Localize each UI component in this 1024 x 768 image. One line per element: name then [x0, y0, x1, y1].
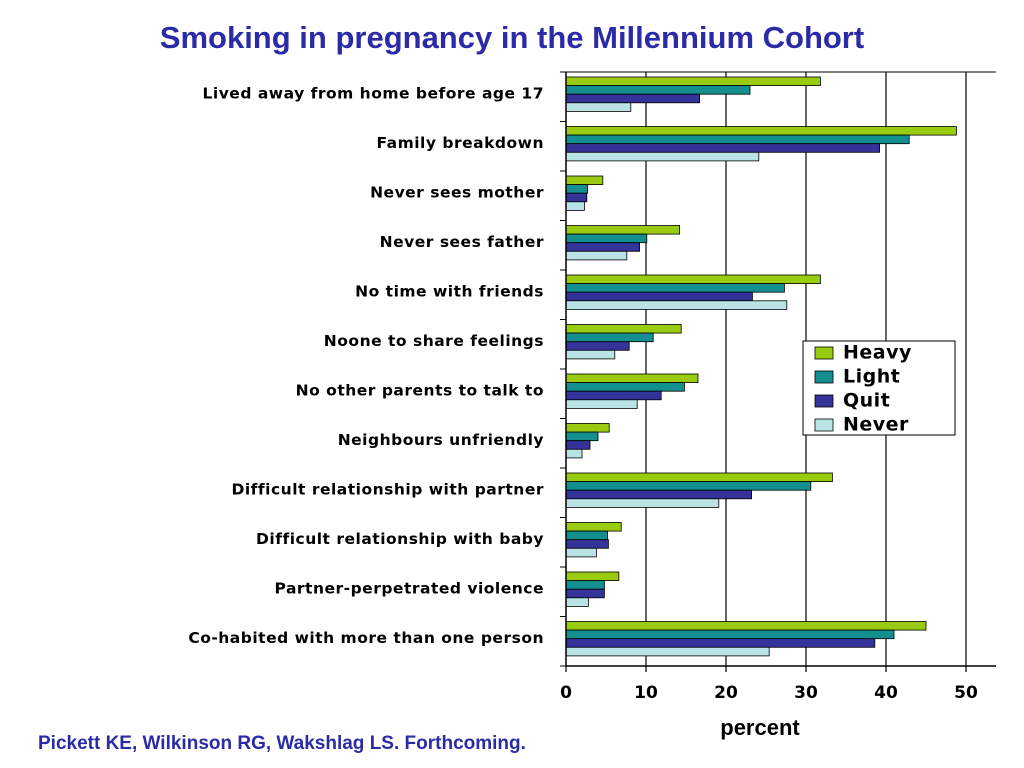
legend-swatch-quit: [814, 394, 834, 408]
bar: [565, 423, 610, 433]
bar: [565, 85, 751, 95]
category-label: Difficult relationship with partner: [232, 480, 545, 498]
x-tick-label: 50: [954, 683, 978, 703]
category-label: Co-habited with more than one person: [188, 629, 544, 647]
bar: [565, 324, 682, 334]
bar: [565, 151, 760, 162]
bar: [565, 225, 680, 235]
bar: [565, 201, 585, 211]
category-label: Never sees father: [380, 233, 544, 251]
category-label: No other parents to talk to: [296, 381, 544, 399]
bar: [565, 522, 622, 532]
bar: [565, 126, 957, 136]
page-title: Smoking in pregnancy in the Millennium C…: [159, 20, 865, 55]
category-label: Partner-perpetrated violence: [275, 579, 545, 597]
legend-swatch-never: [814, 418, 834, 432]
category-label: No time with friends: [355, 282, 544, 300]
category-label: Noone to share feelings: [324, 332, 544, 350]
bar: [565, 349, 616, 360]
bar: [565, 184, 589, 194]
category-label: Difficult relationship with baby: [256, 530, 544, 548]
bar: [565, 571, 620, 582]
category-label: Family breakdown: [376, 134, 544, 152]
bar: [565, 638, 876, 648]
bar: [565, 399, 638, 409]
x-tick-label: 40: [874, 683, 898, 703]
bar: [565, 143, 881, 153]
bar: [565, 134, 910, 145]
bar: [565, 300, 788, 310]
x-axis-label: percent: [720, 715, 800, 740]
bar: [565, 530, 608, 541]
bar: [565, 102, 632, 112]
bar: [565, 629, 895, 640]
legend-label-heavy: Heavy: [843, 342, 912, 364]
bar: [565, 580, 605, 590]
legend-label-never: Never: [843, 414, 909, 436]
category-label: Lived away from home before age 17: [203, 84, 544, 102]
bar: [565, 621, 927, 631]
bar: [565, 332, 654, 343]
x-tick-label: 30: [794, 683, 818, 703]
x-tick-label: 20: [714, 683, 738, 703]
legend-swatch-heavy: [814, 346, 834, 360]
bar: [565, 472, 833, 483]
bar: [565, 175, 604, 186]
x-tick-label: 10: [634, 683, 658, 703]
bar: [565, 498, 720, 508]
legend-label-light: Light: [843, 366, 900, 388]
bar: [565, 440, 591, 450]
bar: [565, 382, 685, 392]
bar: [565, 547, 597, 558]
bar: [565, 291, 753, 302]
bar: [565, 489, 753, 500]
x-tick-label: 0: [560, 683, 572, 703]
bar: [565, 341, 630, 351]
bar: [565, 431, 599, 442]
bar: [565, 233, 648, 244]
bar: [565, 250, 628, 261]
category-label: Never sees mother: [370, 183, 544, 201]
legend-swatch-light: [814, 370, 834, 384]
bar: [565, 481, 812, 491]
bar: [565, 373, 699, 384]
bar: [565, 93, 701, 104]
citation-text: Pickett KE, Wilkinson RG, Wakshlag LS. F…: [38, 733, 526, 754]
bar: [565, 448, 583, 459]
category-label: Neighbours unfriendly: [338, 431, 544, 449]
bar: [565, 76, 821, 87]
legend-label-quit: Quit: [843, 390, 890, 412]
bar: [565, 588, 605, 599]
bar: [565, 539, 609, 549]
bar: [565, 192, 588, 203]
bar: [565, 283, 785, 293]
bar: [565, 274, 821, 285]
bar: [565, 646, 770, 657]
bar: [565, 597, 589, 607]
bar: [565, 242, 640, 252]
bar: [565, 390, 662, 401]
